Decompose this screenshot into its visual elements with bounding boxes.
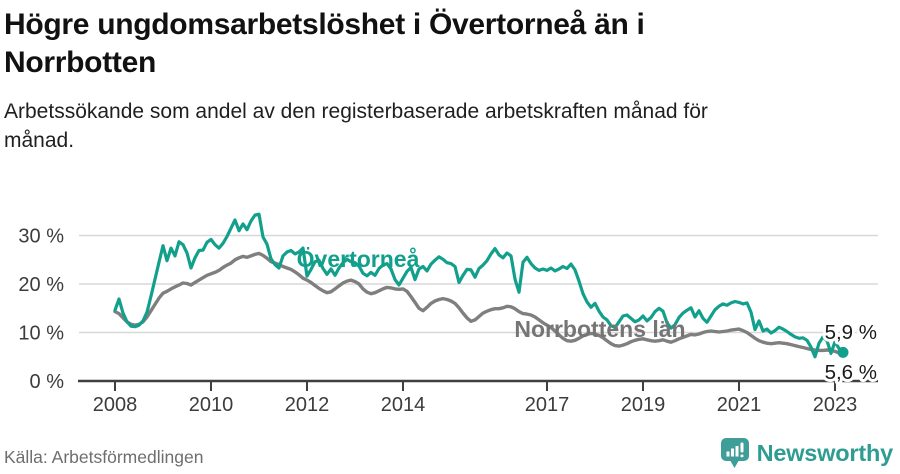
chart-title: Högre ungdomsarbetslöshet i Övertorneå ä… xyxy=(4,8,645,80)
y-tick-label: 0 % xyxy=(30,371,65,393)
x-tick-label: 2012 xyxy=(285,394,330,416)
source-note: Källa: Arbetsförmedlingen xyxy=(4,447,204,467)
y-tick-label: 30 % xyxy=(18,226,64,248)
norrbotten-line xyxy=(113,251,845,356)
newsworthy-brand: Newsworthy xyxy=(720,438,894,469)
x-tick-label: 2017 xyxy=(525,394,570,416)
x-tick-label: 2010 xyxy=(189,394,234,416)
end-label-overtornea: 5,9 % xyxy=(825,321,877,344)
series-label-overtornea: Övertorneå xyxy=(297,246,420,272)
y-tick-label: 20 % xyxy=(18,274,64,296)
y-tick-label: 10 % xyxy=(18,323,64,345)
x-tick-label: 2023 xyxy=(813,394,858,416)
chart-subtitle: Arbetssökande som andel av den registerb… xyxy=(4,100,708,152)
x-tick-label: 2014 xyxy=(381,394,426,416)
end-label-norrbotten: 5,6 % xyxy=(825,361,877,384)
x-tick-label: 2021 xyxy=(717,394,762,416)
x-tick-label: 2008 xyxy=(93,394,138,416)
overtornea-end-dot xyxy=(837,346,849,358)
brand-name: Newsworthy xyxy=(756,440,894,466)
x-tick-label: 2019 xyxy=(621,394,666,416)
series-label-norrbotten: Norrbottens län xyxy=(514,316,685,342)
newsworthy-logo-icon xyxy=(720,438,749,468)
overtornea-line xyxy=(113,212,845,359)
